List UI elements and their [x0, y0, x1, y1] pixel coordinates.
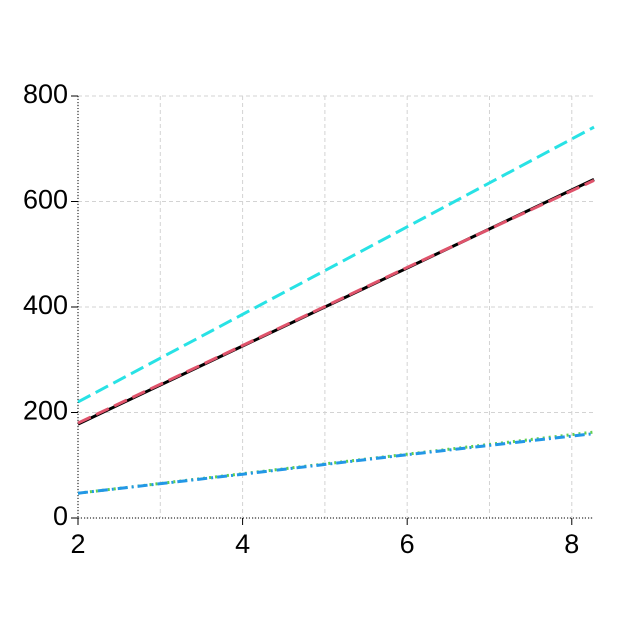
y-tick-label: 0 — [53, 501, 68, 531]
x-tick-label: 6 — [400, 529, 415, 559]
y-tick-label: 400 — [23, 290, 68, 320]
x-tick-label: 8 — [564, 529, 579, 559]
series-line — [77, 179, 595, 425]
x-tick-label: 2 — [70, 529, 85, 559]
y-tick-label: 600 — [23, 185, 68, 215]
series-line — [77, 432, 595, 495]
series-line — [77, 125, 595, 404]
y-tick-label: 200 — [23, 396, 68, 426]
y-tick-label: 800 — [23, 79, 68, 109]
x-tick-label: 4 — [235, 529, 250, 559]
